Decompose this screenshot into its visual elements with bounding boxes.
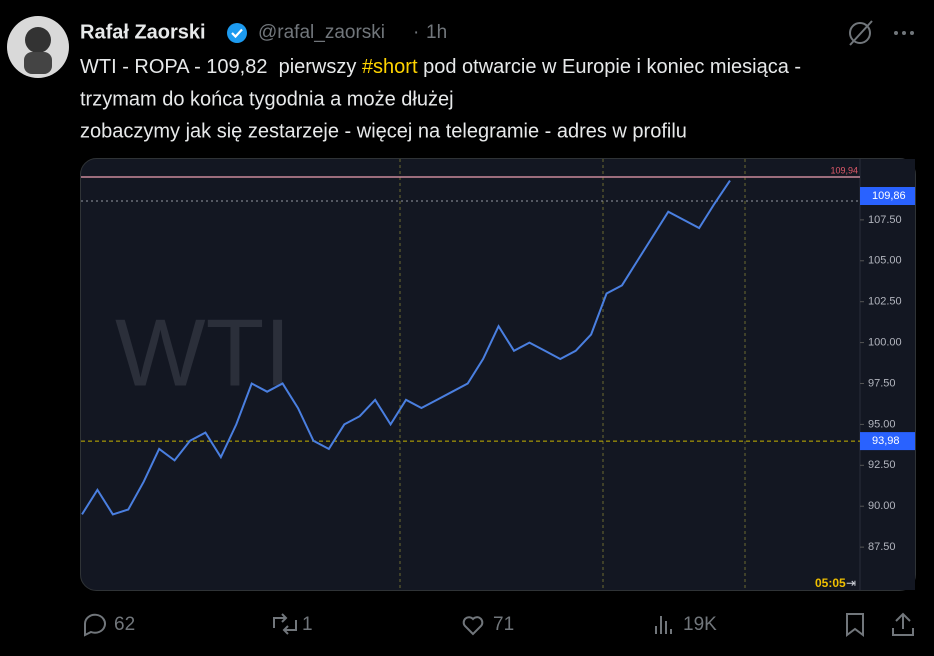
reply-count[interactable]: 62 bbox=[114, 614, 135, 635]
media-frame bbox=[80, 158, 916, 591]
more-icon[interactable] bbox=[894, 31, 914, 35]
grok-icon[interactable] bbox=[849, 22, 871, 44]
tweet-text: zobaczymy jak się zestarzeje - więcej na… bbox=[80, 120, 687, 142]
bookmark-icon[interactable] bbox=[846, 613, 864, 637]
y-tick-label: 107.50 bbox=[868, 214, 902, 226]
text-part: pod otwarcie w Europie i koniec miesiąca… bbox=[418, 56, 802, 78]
verified-check bbox=[231, 28, 243, 39]
avatar-figure bbox=[24, 52, 52, 74]
verified-badge bbox=[227, 23, 247, 43]
crosshair-label: 93,98 bbox=[872, 435, 900, 447]
repost-count[interactable]: 1 bbox=[302, 614, 313, 635]
media[interactable]: WTI 109,94 109,86 05:05 ⇥ 87.5090.0092.5… bbox=[80, 158, 916, 591]
y-tick-label: 105.00 bbox=[868, 255, 902, 267]
like-count[interactable]: 71 bbox=[493, 614, 514, 635]
last-price-label: 109,86 bbox=[872, 190, 906, 202]
author-name[interactable]: Rafał Zaorski bbox=[80, 21, 206, 43]
last-price-box bbox=[860, 187, 915, 205]
y-tick-label: 100.00 bbox=[868, 336, 902, 348]
y-tick-label: 90.00 bbox=[868, 500, 896, 512]
reply-icon[interactable] bbox=[83, 613, 106, 637]
author-handle[interactable]: @rafal_zaorski bbox=[258, 22, 385, 43]
tweet-text: trzymam do końca tygodnia a może dłużej bbox=[80, 88, 454, 110]
y-tick-label: 95.00 bbox=[868, 418, 896, 430]
hashtag[interactable]: #short bbox=[362, 56, 418, 78]
grok-icon bbox=[849, 20, 873, 46]
y-tick-label: 87.50 bbox=[868, 541, 896, 553]
time-label: 05:05 bbox=[815, 576, 846, 590]
actions: 62 1 71 19K bbox=[83, 612, 914, 637]
view-count[interactable]: 19K bbox=[683, 614, 717, 635]
views-icon[interactable] bbox=[655, 616, 672, 634]
avatar-figure bbox=[25, 27, 51, 53]
y-tick-label: 102.50 bbox=[868, 296, 902, 308]
y-tick-label: 97.50 bbox=[868, 377, 896, 389]
scroll-icon[interactable]: ⇥ bbox=[846, 576, 856, 590]
separator: · bbox=[413, 22, 419, 43]
repost-icon[interactable] bbox=[273, 613, 297, 635]
price-line bbox=[81, 180, 731, 516]
high-label: 109,94 bbox=[830, 165, 858, 175]
crosshair-box bbox=[860, 432, 915, 451]
timestamp[interactable]: 1h bbox=[426, 22, 447, 43]
text-part: WTI - ROPA - 109,82 pierwszy bbox=[80, 56, 362, 78]
tweet-text: WTI - ROPA - 109,82 pierwszy #short pod … bbox=[80, 56, 801, 78]
price-axis bbox=[860, 159, 915, 590]
y-tick-label: 92.50 bbox=[868, 459, 896, 471]
share-icon[interactable] bbox=[892, 612, 914, 636]
like-icon[interactable] bbox=[462, 616, 484, 636]
